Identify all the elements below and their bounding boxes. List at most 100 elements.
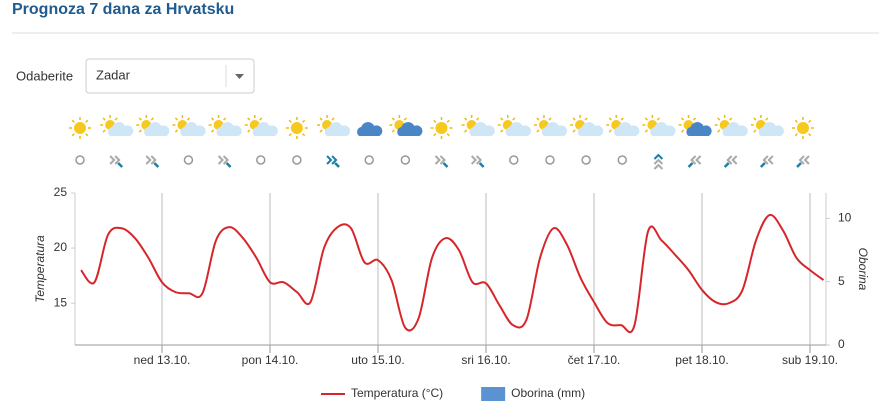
wind-arrow xyxy=(478,162,485,168)
sun-ray xyxy=(102,129,106,133)
wind-arrow xyxy=(117,162,124,168)
select-value[interactable]: Zadar xyxy=(96,67,131,82)
sun-ray xyxy=(808,133,812,137)
sun xyxy=(435,122,448,134)
cloud xyxy=(505,122,531,136)
x-tick-label: pet 18.10. xyxy=(675,353,728,367)
sun-ray xyxy=(464,129,468,133)
sun-ray xyxy=(794,133,798,137)
sun-ray xyxy=(656,117,661,121)
sun-ray xyxy=(692,117,697,121)
sun-ray xyxy=(464,117,468,121)
sun-ray xyxy=(102,117,106,121)
sun-ray xyxy=(247,129,251,133)
x-tick-label: sub 19.10. xyxy=(782,353,838,367)
y2-tick-label: 10 xyxy=(838,211,852,225)
sun-ray xyxy=(536,117,540,121)
legend-label: Oborina (mm) xyxy=(511,386,585,400)
sun-ray xyxy=(717,129,721,133)
temperature-line xyxy=(80,213,825,334)
y-tick-label: 15 xyxy=(54,295,68,309)
y-axis-title: Temperatura xyxy=(33,235,47,303)
select-caret[interactable] xyxy=(235,74,244,79)
sun-ray xyxy=(138,117,142,121)
sun-ray xyxy=(391,117,395,121)
cloud xyxy=(541,122,568,136)
selector-label: Odaberite xyxy=(16,68,73,83)
sun-ray xyxy=(765,117,769,121)
wind-arrow xyxy=(653,153,664,160)
cloud xyxy=(686,122,712,136)
sun-ray xyxy=(608,129,612,133)
y2-tick-label: 0 xyxy=(838,337,845,351)
legend-label: Temperatura (°C) xyxy=(351,386,443,400)
sun-ray xyxy=(446,133,450,137)
calm xyxy=(617,155,627,165)
wind-arrow xyxy=(109,155,121,165)
sun-ray xyxy=(174,117,179,121)
y2-axis-title: Oborina xyxy=(856,248,870,291)
weather-icons xyxy=(69,115,814,139)
cloud xyxy=(650,122,676,136)
sun-ray xyxy=(753,129,757,133)
sun-ray xyxy=(288,119,292,123)
sun-ray xyxy=(753,117,757,121)
sun-ray xyxy=(259,117,263,121)
sun-ray xyxy=(794,119,798,123)
sun-ray xyxy=(85,119,89,123)
wind-arrow xyxy=(434,155,446,165)
x-tick-label: sri 16.10. xyxy=(461,353,510,367)
wind-icons xyxy=(75,153,810,170)
sun-ray xyxy=(500,129,504,133)
y2-tick-label: 5 xyxy=(838,274,845,288)
cloud xyxy=(469,122,495,136)
sun-ray xyxy=(572,117,576,121)
sun-ray xyxy=(729,117,733,121)
sun-ray xyxy=(114,117,118,121)
wind-arrow xyxy=(723,162,730,168)
wind-arrow xyxy=(217,155,230,165)
wind-arrow xyxy=(442,162,449,168)
sun-ray xyxy=(548,117,552,121)
sun-ray xyxy=(223,117,227,121)
city-select[interactable]: Zadar xyxy=(85,58,255,94)
sun-ray xyxy=(71,119,75,123)
x-tick-label: pon 14.10. xyxy=(242,353,299,367)
cloud xyxy=(722,122,748,136)
sun-ray xyxy=(138,129,142,133)
sun-ray xyxy=(476,117,480,121)
select-box[interactable] xyxy=(85,58,255,94)
x-tick-label: čet 17.10. xyxy=(568,353,621,367)
sun-ray xyxy=(247,117,251,121)
sun-ray xyxy=(644,129,648,133)
wind-arrow xyxy=(334,162,340,168)
sun-ray xyxy=(391,129,395,133)
calm xyxy=(400,155,411,165)
cloud xyxy=(397,122,423,136)
sun-ray xyxy=(608,117,612,121)
wind-arrow xyxy=(470,155,483,165)
sun-ray xyxy=(644,117,648,121)
wind-arrow xyxy=(690,155,702,165)
wind-arrow xyxy=(225,162,232,168)
sun-ray xyxy=(620,117,624,121)
sun xyxy=(797,122,809,134)
sun xyxy=(74,122,86,134)
sun-ray xyxy=(331,117,335,121)
sun-ray xyxy=(536,129,540,133)
wind-arrow xyxy=(145,155,157,165)
wind-arrow xyxy=(759,162,766,168)
wind-arrow xyxy=(726,155,738,165)
x-tick-label: ned 13.10. xyxy=(134,353,191,367)
cloud xyxy=(577,122,604,136)
sun-ray xyxy=(717,117,721,121)
sun-ray xyxy=(572,129,576,133)
sun-ray xyxy=(288,133,292,137)
cloud xyxy=(614,122,640,136)
sun-ray xyxy=(210,117,215,121)
cloud xyxy=(108,122,134,136)
legend-swatch xyxy=(481,387,506,401)
sun-ray xyxy=(680,117,685,121)
sun-ray xyxy=(210,129,215,133)
sun-ray xyxy=(85,133,89,137)
